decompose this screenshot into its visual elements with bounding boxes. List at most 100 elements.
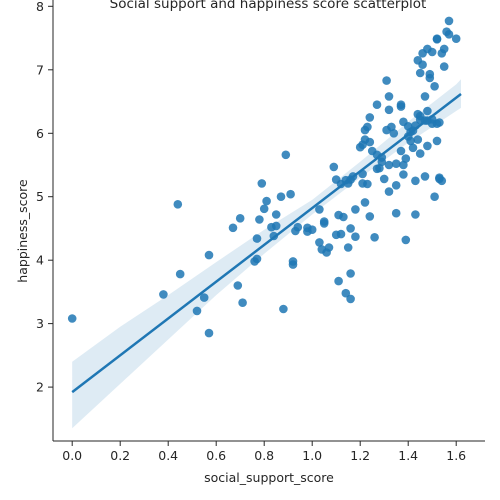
scatter-point-22 xyxy=(271,210,281,219)
scatter-point-8 xyxy=(228,223,238,233)
x-tick-label: 0.2 xyxy=(110,448,130,463)
scatter-point-51 xyxy=(343,243,353,252)
scatter-point-28 xyxy=(288,257,298,266)
scatter-point-137 xyxy=(444,16,454,26)
scatter-point-145 xyxy=(377,157,387,167)
scatter-point-115 xyxy=(420,172,430,181)
scatter-point-79 xyxy=(382,76,391,85)
scatter-point-0 xyxy=(67,314,77,323)
scatter-point-101 xyxy=(408,143,418,153)
y-tick-label: 5 xyxy=(36,189,44,204)
scatter-point-103 xyxy=(411,210,420,219)
scatter-point-47 xyxy=(336,229,346,239)
scatter-point-130 xyxy=(435,118,444,127)
scatter-point-146 xyxy=(358,140,367,149)
scatter-point-67 xyxy=(363,122,372,132)
y-tick-label: 4 xyxy=(36,253,44,268)
scatter-point-59 xyxy=(351,232,360,241)
scatter-point-40 xyxy=(324,243,334,252)
chart-title: Social support and happiness score scatt… xyxy=(110,0,427,12)
x-tick-label: 1.2 xyxy=(350,448,370,463)
scatter-point-54 xyxy=(346,269,355,278)
scatter-point-87 xyxy=(391,159,401,168)
regression-line-layer xyxy=(71,93,462,394)
scatter-point-41 xyxy=(329,162,339,172)
scatter-point-26 xyxy=(286,189,295,199)
y-tick-label: 3 xyxy=(36,316,44,331)
scatter-point-107 xyxy=(415,68,425,78)
confidence-band xyxy=(72,79,461,429)
scatter-point-96 xyxy=(401,154,411,163)
scatter-point-70 xyxy=(365,212,375,221)
scatter-point-68 xyxy=(365,113,375,122)
scatter-points-layer xyxy=(67,16,461,338)
scatter-point-2 xyxy=(173,200,183,209)
scatter-point-81 xyxy=(384,92,394,101)
x-tick-label: 0.6 xyxy=(206,448,226,463)
scatter-point-21 xyxy=(271,221,281,231)
scatter-point-3 xyxy=(175,269,185,279)
scatter-point-50 xyxy=(341,288,351,298)
scatter-point-78 xyxy=(379,174,389,184)
scatter-point-15 xyxy=(255,215,264,224)
scatter-point-9 xyxy=(233,281,243,290)
scatter-point-38 xyxy=(319,217,329,226)
x-tick-label: 1.4 xyxy=(398,448,418,463)
scatter-point-6 xyxy=(204,250,214,260)
scatter-point-66 xyxy=(363,179,372,189)
scatter-point-111 xyxy=(418,60,427,69)
scatter-point-128 xyxy=(432,136,442,146)
scatter-point-48 xyxy=(339,212,348,222)
x-tick-label: 0.0 xyxy=(62,448,82,463)
scatter-point-56 xyxy=(346,224,355,233)
scatter-point-14 xyxy=(252,254,262,264)
x-tick-label: 1.6 xyxy=(446,448,466,463)
scatter-point-13 xyxy=(252,234,262,243)
y-tick-label: 6 xyxy=(36,126,44,141)
scatter-point-138 xyxy=(451,34,461,43)
axes xyxy=(52,0,485,442)
scatter-point-144 xyxy=(439,62,449,71)
confidence-band-layer xyxy=(72,79,461,429)
scatter-point-104 xyxy=(411,176,420,186)
scatter-point-124 xyxy=(430,192,439,201)
scatter-point-121 xyxy=(425,69,435,79)
scatter-point-109 xyxy=(415,149,425,158)
scatter-point-7 xyxy=(204,328,214,338)
scatter-point-88 xyxy=(391,208,401,218)
scatter-point-122 xyxy=(427,47,437,57)
y-tick-label: 2 xyxy=(36,380,44,395)
y-axis-label: happiness_score xyxy=(15,179,30,283)
scatter-point-142 xyxy=(435,173,444,182)
regression-line xyxy=(71,93,462,394)
scatter-point-89 xyxy=(391,181,401,190)
scatter-point-23 xyxy=(276,192,286,201)
scatter-point-25 xyxy=(281,150,291,160)
scatter-point-17 xyxy=(259,204,269,214)
scatter-point-11 xyxy=(238,298,247,308)
scatter-point-24 xyxy=(279,304,288,314)
scatter-point-143 xyxy=(413,135,423,144)
scatter-point-16 xyxy=(257,179,267,188)
y-ticks: 2 3 4 5 6 7 8 xyxy=(36,0,53,395)
scatter-point-18 xyxy=(262,196,271,206)
scatter-point-58 xyxy=(351,205,360,214)
scatter-point-97 xyxy=(401,235,411,245)
scatter-point-100 xyxy=(406,136,415,146)
scatter-point-136 xyxy=(444,30,454,39)
x-tick-label: 0.4 xyxy=(158,448,178,463)
y-tick-label: 8 xyxy=(36,0,44,14)
scatter-point-73 xyxy=(372,100,382,109)
scatter-point-95 xyxy=(399,170,408,179)
scatter-point-83 xyxy=(384,160,394,170)
scatter-point-91 xyxy=(396,102,406,111)
scatter-point-119 xyxy=(423,141,432,151)
scatter-point-72 xyxy=(370,233,379,242)
scatter-point-44 xyxy=(334,276,343,286)
y-tick-label: 7 xyxy=(36,62,44,77)
scatter-point-30 xyxy=(293,222,303,232)
scatter-point-86 xyxy=(389,129,399,138)
scatter-point-4 xyxy=(192,306,202,316)
x-ticks: 0.0 0.2 0.4 0.6 0.8 1.0 1.2 1.4 1.6 xyxy=(62,441,466,463)
